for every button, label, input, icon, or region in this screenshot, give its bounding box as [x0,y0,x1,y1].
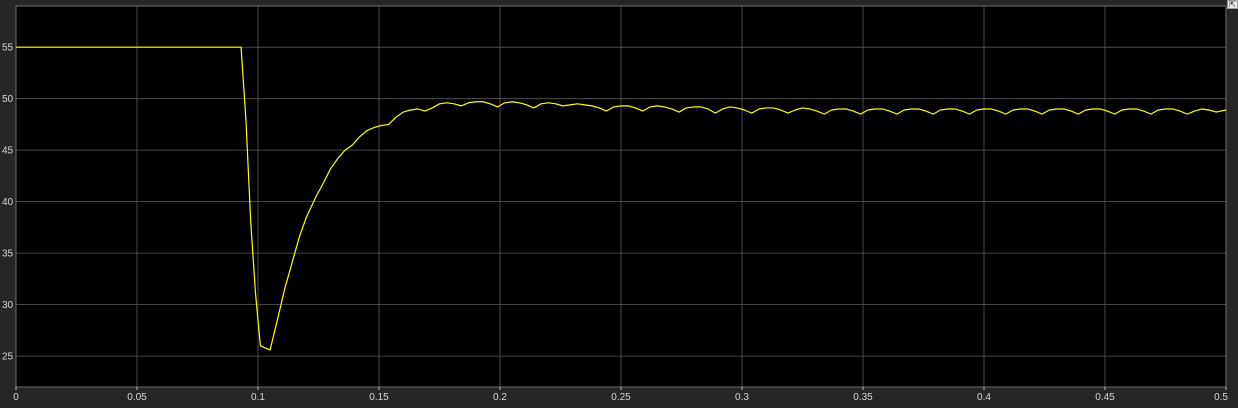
y-tick-label: 30 [2,300,14,311]
series-line-0 [16,46,1227,351]
x-tick-label: 0.2 [493,392,507,403]
grid-lines [15,5,1227,388]
x-tick-label: 0.35 [853,392,873,403]
x-tick-label: 0.25 [611,392,631,403]
x-tick-label: 0 [13,392,19,403]
x-tick-label: 0.3 [735,392,749,403]
expand-icon[interactable]: ⇱ [1227,0,1238,9]
y-tick-label: 40 [2,197,14,208]
y-tick-label: 25 [2,352,14,363]
y-tick-label: 35 [2,249,14,260]
x-tick-label: 0.45 [1095,392,1115,403]
y-tick-label: 55 [2,43,14,54]
x-tick-label: 0.4 [977,392,991,403]
y-axis-ticks: 25 30 35 40 45 50 55 [2,43,14,363]
series-layer [16,46,1227,351]
y-tick-label: 50 [2,94,14,105]
y-tick-label: 45 [2,146,14,157]
x-tick-label: 0.1 [251,392,265,403]
x-tick-label: 0.15 [369,392,389,403]
x-tick-label: 0.5 [1214,392,1228,403]
x-axis-ticks: 0 0.05 0.1 0.15 0.2 0.25 0.3 0.35 0.4 0.45 0.5 [13,387,1228,403]
x-tick-label: 0.05 [127,392,147,403]
